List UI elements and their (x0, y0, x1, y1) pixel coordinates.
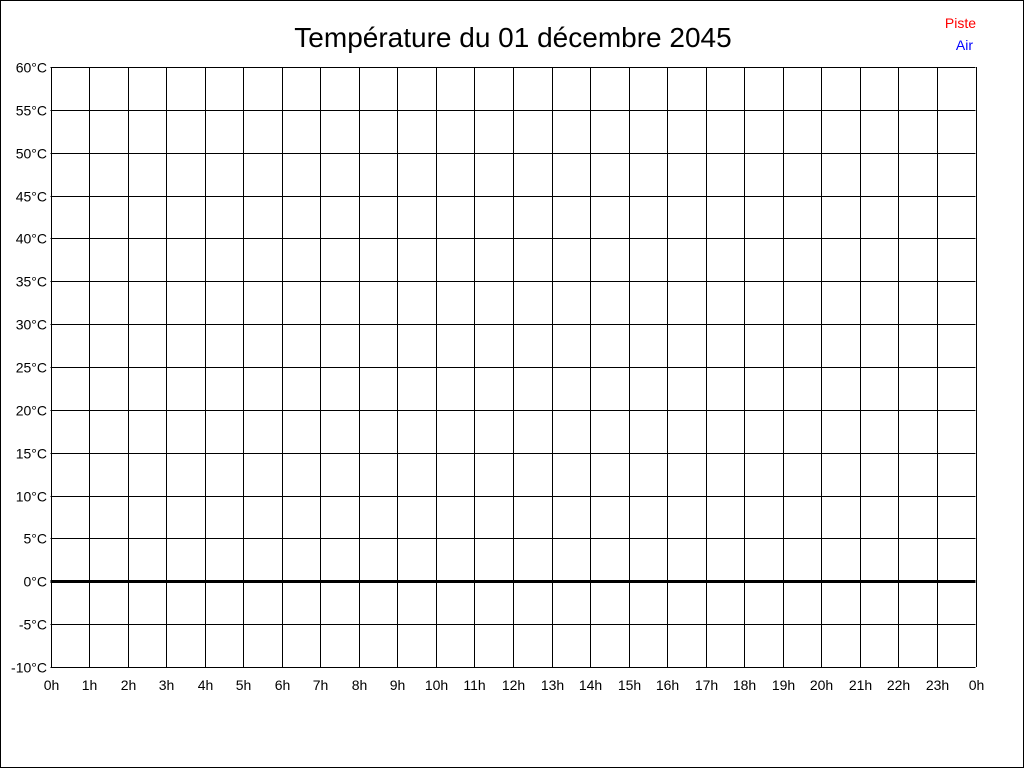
x-tick-label: 14h (579, 677, 602, 693)
y-tick-label: 30°C (16, 317, 47, 333)
x-tick-label: 10h (425, 677, 448, 693)
x-tick-label: 23h (926, 677, 949, 693)
y-tick-label: 55°C (16, 103, 47, 119)
y-tick-label: 10°C (16, 489, 47, 505)
y-tick-label: 50°C (16, 146, 47, 162)
legend-piste: Piste (945, 15, 976, 31)
x-tick-label: 8h (352, 677, 368, 693)
x-tick-label: 13h (541, 677, 564, 693)
x-tick-label: 17h (695, 677, 718, 693)
x-tick-label: 19h (772, 677, 795, 693)
legend-air: Air (956, 37, 973, 53)
x-tick-label: 5h (236, 677, 252, 693)
x-tick-label: 2h (121, 677, 137, 693)
x-tick-label: 6h (275, 677, 291, 693)
y-tick-label: 45°C (16, 189, 47, 205)
y-tick-label: 40°C (16, 231, 47, 247)
x-tick-label: 1h (82, 677, 98, 693)
x-tick-label: 7h (313, 677, 329, 693)
y-tick-label: 5°C (24, 531, 48, 547)
y-tick-label: 15°C (16, 446, 47, 462)
x-tick-label: 9h (390, 677, 406, 693)
x-tick-label: 22h (887, 677, 910, 693)
y-tick-label: 0°C (24, 574, 48, 590)
x-tick-label: 20h (810, 677, 833, 693)
y-tick-label: 25°C (16, 360, 47, 376)
y-tick-label: 60°C (16, 60, 47, 76)
y-tick-label: 20°C (16, 403, 47, 419)
x-tick-label: 16h (656, 677, 679, 693)
x-tick-label: 18h (733, 677, 756, 693)
x-tick-label: 21h (849, 677, 872, 693)
x-tick-label: 4h (198, 677, 214, 693)
y-tick-label: 35°C (16, 274, 47, 290)
x-tick-label: 12h (502, 677, 525, 693)
y-tick-label: -5°C (19, 617, 47, 633)
x-tick-label: 0h (969, 677, 985, 693)
x-tick-label: 3h (159, 677, 175, 693)
y-tick-label: -10°C (11, 660, 47, 676)
x-tick-label: 11h (463, 677, 485, 693)
chart-title: Température du 01 décembre 2045 (294, 22, 731, 53)
x-tick-label: 15h (618, 677, 641, 693)
x-tick-label: 0h (44, 677, 60, 693)
